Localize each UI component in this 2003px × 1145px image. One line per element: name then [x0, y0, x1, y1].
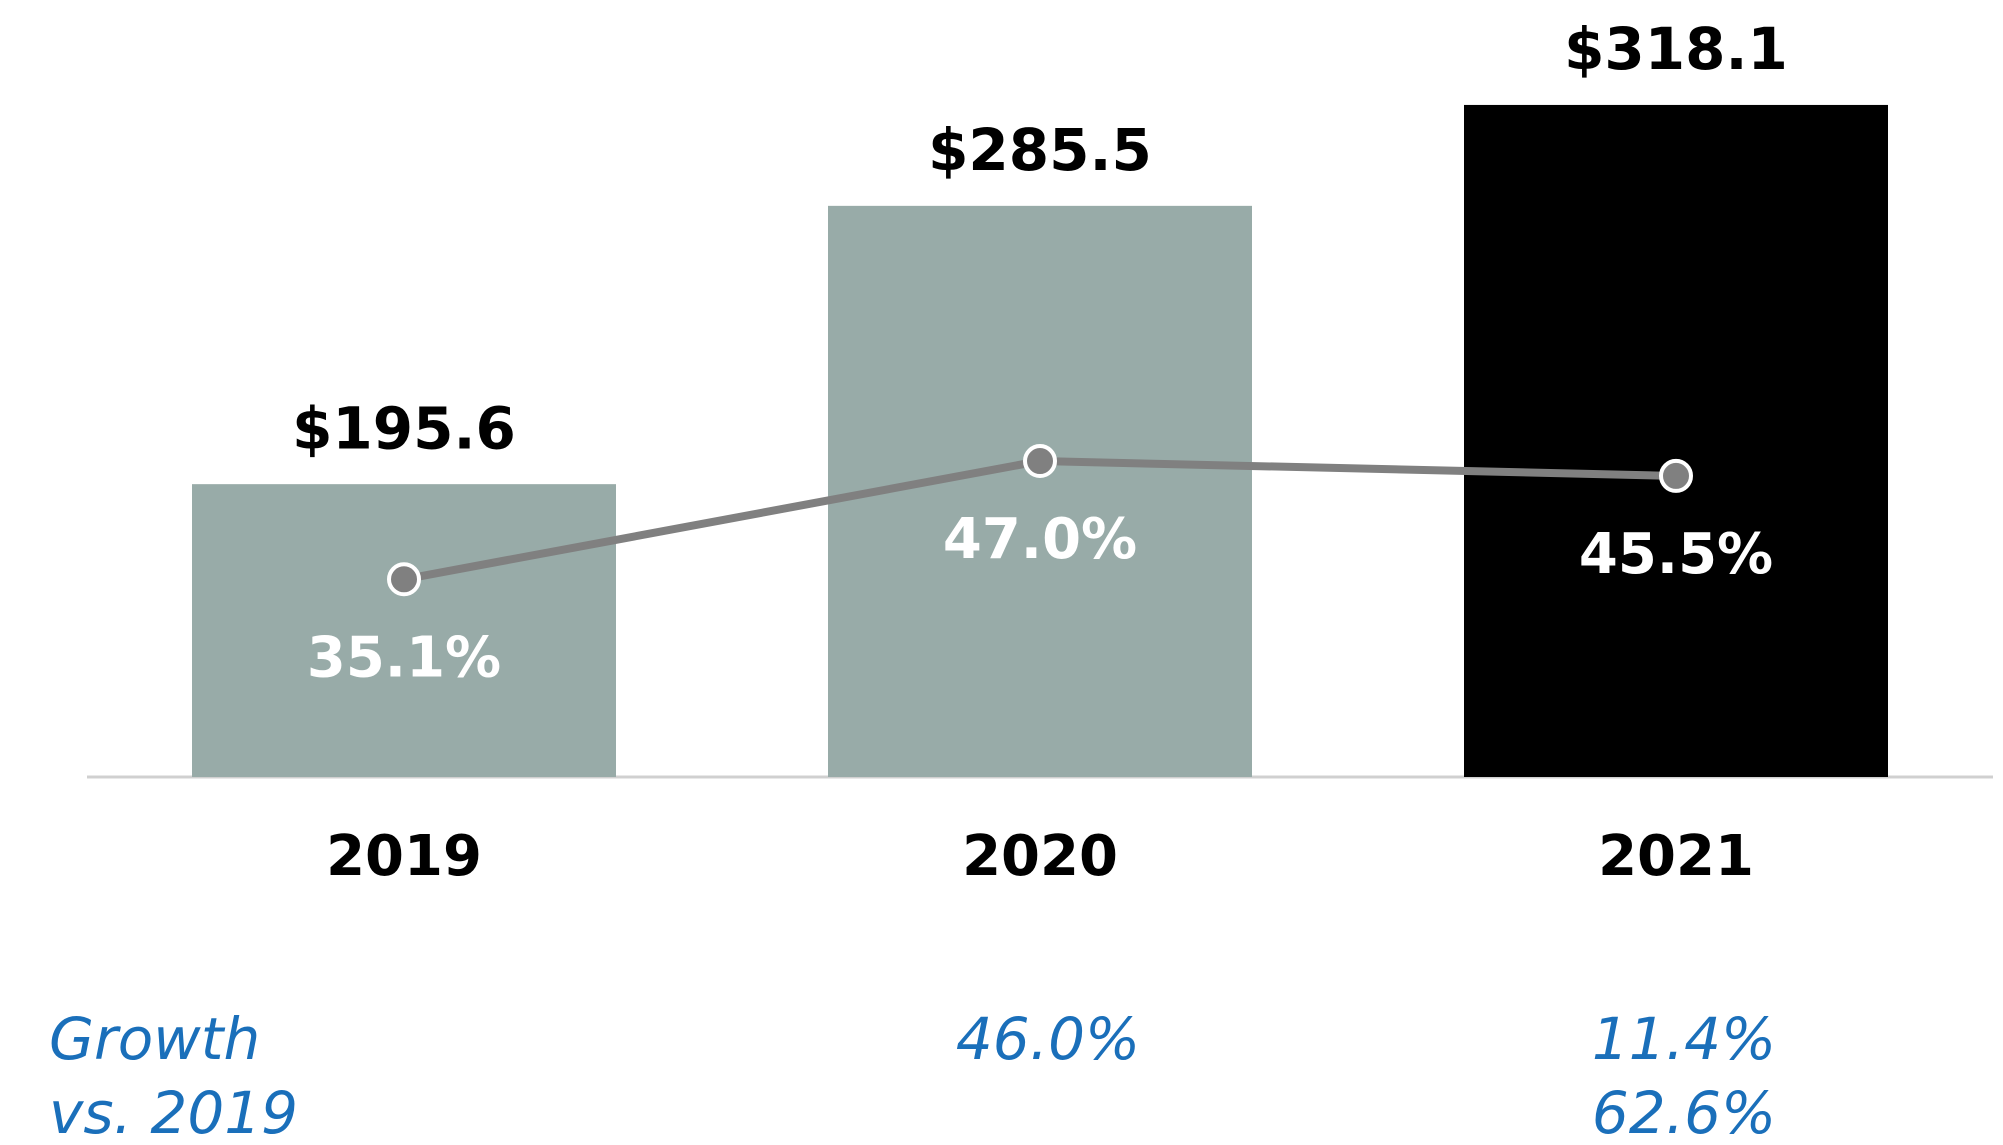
x-tick-label: 2021	[1598, 824, 1754, 889]
line-marker	[1659, 458, 1693, 493]
line-marker	[1023, 444, 1057, 479]
bar	[192, 484, 616, 777]
row-value: 11.4%	[1592, 1005, 1776, 1073]
row-value: 46.0%	[956, 1005, 1140, 1073]
row-label: Growth	[49, 1005, 260, 1073]
row-value: 62.6%	[1592, 1079, 1776, 1145]
bar-value-label: $318.1	[1564, 15, 1788, 83]
x-tick-label: 2020	[962, 824, 1118, 889]
line-value-label: 47.0%	[943, 507, 1137, 572]
bar-value-label: $195.6	[292, 394, 516, 462]
bar	[828, 205, 1252, 777]
row-label: vs. 2019	[49, 1079, 298, 1145]
line-value-label: 45.5%	[1579, 522, 1773, 587]
x-tick-label: 2019	[326, 824, 482, 889]
line-marker	[387, 562, 421, 597]
bar	[1464, 104, 1888, 778]
line-value-label: 35.1%	[307, 625, 501, 690]
bar-value-label: $285.5	[928, 116, 1152, 184]
